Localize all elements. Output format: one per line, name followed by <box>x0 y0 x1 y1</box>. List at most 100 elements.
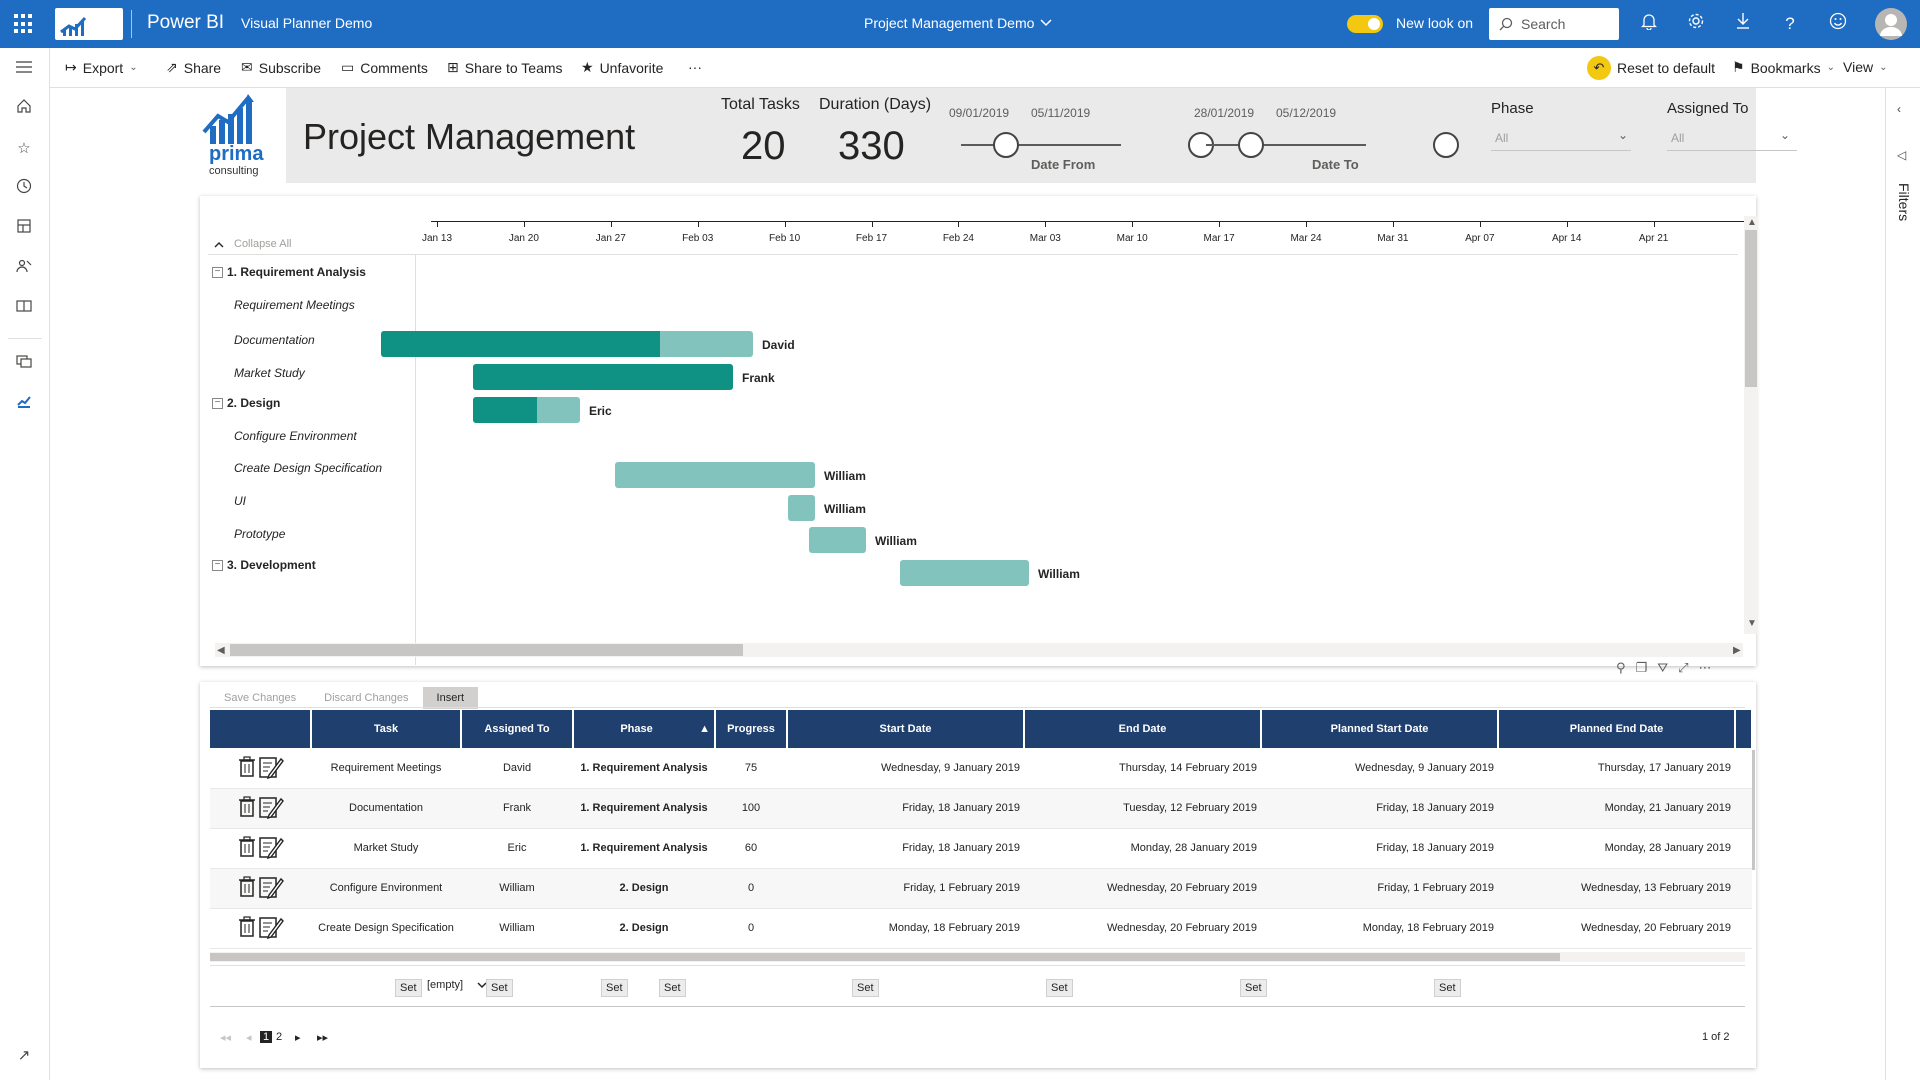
table-cell[interactable]: Market Study <box>311 828 461 869</box>
grid-vertical-scroll-thumb[interactable] <box>1752 750 1755 870</box>
collapse-toggle-icon[interactable]: − <box>212 559 223 571</box>
save-changes-button[interactable]: Save Changes <box>224 692 297 704</box>
phase-row[interactable]: − 3. Development <box>212 558 316 572</box>
column-header[interactable]: Assigned To <box>461 710 574 748</box>
gantt-vertical-scroll-thumb[interactable] <box>1745 230 1757 387</box>
bookmarks-button[interactable]: ⚑ Bookmarks ⌄ <box>1732 59 1835 76</box>
current-workspace-icon[interactable] <box>13 393 35 415</box>
table-cell[interactable]: 0 <box>715 868 787 909</box>
task-bar[interactable] <box>809 527 866 553</box>
table-cell[interactable]: 1. Requirement Analysis <box>573 828 715 869</box>
focus-mode-icon[interactable]: ⤢ <box>1678 660 1689 675</box>
task-bar[interactable] <box>900 560 1029 586</box>
table-cell[interactable]: William <box>461 868 573 909</box>
table-cell[interactable]: Tuesday, 12 February 2019 <box>1024 788 1261 829</box>
table-cell[interactable]: 0 <box>715 908 787 949</box>
task-bar[interactable] <box>615 462 815 488</box>
collapse-toggle-icon[interactable]: − <box>212 266 223 278</box>
home-icon[interactable] <box>13 98 35 120</box>
table-cell[interactable]: Frank <box>461 788 573 829</box>
app-launcher-icon[interactable] <box>14 14 34 34</box>
bell-icon[interactable] <box>1637 12 1661 36</box>
page-1-button[interactable]: 1 <box>260 1031 273 1043</box>
task-bar[interactable] <box>473 397 580 423</box>
delete-trash-icon[interactable] <box>238 876 256 898</box>
set-filter-button[interactable]: Set <box>486 979 513 997</box>
help-icon[interactable]: ? <box>1785 14 1795 33</box>
phase-slicer-value[interactable]: All <box>1495 131 1509 145</box>
filter-icon[interactable]: ⛛ <box>1657 660 1669 675</box>
scroll-right-arrow-icon[interactable]: ▶ <box>1733 645 1741 656</box>
table-row[interactable]: Requirement Meetings David 1. Requirement … <box>210 748 1752 789</box>
user-avatar[interactable] <box>1875 8 1907 40</box>
table-cell[interactable]: 1. Requirement Analysis <box>573 788 715 829</box>
assigned-slicer-value[interactable]: All <box>1671 131 1685 145</box>
share-button[interactable]: ⇗ Share <box>166 59 221 76</box>
feedback-smiley-icon[interactable] <box>1826 12 1850 36</box>
table-cell[interactable]: David <box>461 748 573 789</box>
table-cell[interactable]: Create Design Specification <box>311 908 461 949</box>
edit-pencil-icon[interactable] <box>258 835 284 859</box>
table-cell[interactable]: Wednesday, 20 February 2019 <box>1498 908 1735 949</box>
phase-row[interactable]: − 1. Requirement Analysis <box>212 265 366 279</box>
table-cell[interactable]: Requirement Meetings <box>311 748 461 789</box>
table-cell[interactable]: 100 <box>715 788 787 829</box>
scroll-left-arrow-icon[interactable]: ◀ <box>217 645 225 656</box>
edit-pencil-icon[interactable] <box>258 755 284 779</box>
more-options-button[interactable]: ··· <box>688 59 702 75</box>
date-from-start-handle[interactable] <box>993 132 1019 158</box>
table-cell[interactable]: Monday, 21 January 2019 <box>1498 788 1735 829</box>
table-cell[interactable]: Friday, 1 February 2019 <box>787 868 1024 909</box>
report-title-dropdown[interactable]: Project Management Demo <box>864 15 1052 31</box>
column-header[interactable]: Task <box>311 710 462 748</box>
set-filter-button[interactable]: Set <box>659 979 686 997</box>
pin-icon[interactable]: ⚲ <box>1616 660 1626 675</box>
collapse-all-button[interactable]: Collapse All <box>214 238 291 250</box>
set-filter-button[interactable]: Set <box>1046 979 1073 997</box>
table-cell[interactable]: Wednesday, 20 February 2019 <box>1024 868 1261 909</box>
date-to-start-handle[interactable] <box>1238 132 1264 158</box>
table-cell[interactable]: Friday, 18 January 2019 <box>787 788 1024 829</box>
table-cell[interactable]: 75 <box>715 748 787 789</box>
insert-button[interactable]: Insert <box>422 687 479 709</box>
edit-pencil-icon[interactable] <box>258 875 284 899</box>
discard-changes-button[interactable]: Discard Changes <box>324 692 409 704</box>
table-cell[interactable]: Documentation <box>311 788 461 829</box>
table-cell[interactable]: Wednesday, 20 February 2019 <box>1024 908 1261 949</box>
table-cell[interactable]: 60 <box>715 828 787 869</box>
first-page-button[interactable]: ◂◂ <box>220 1032 232 1044</box>
reset-default-button[interactable]: ↶ Reset to default <box>1587 56 1715 80</box>
edit-pencil-icon[interactable] <box>258 795 284 819</box>
table-cell[interactable]: Eric <box>461 828 573 869</box>
chevron-down-icon[interactable]: ⌄ <box>1780 128 1791 142</box>
table-cell[interactable]: Wednesday, 9 January 2019 <box>787 748 1024 789</box>
unfavorite-button[interactable]: ★ Unfavorite <box>581 59 663 76</box>
delete-trash-icon[interactable] <box>238 756 256 778</box>
table-cell[interactable]: William <box>461 908 573 949</box>
column-header[interactable]: Planned End Date <box>1498 710 1736 748</box>
delete-trash-icon[interactable] <box>238 916 256 938</box>
prev-page-button[interactable]: ◂ <box>246 1032 252 1044</box>
workspace-name[interactable]: Visual Planner Demo <box>241 15 373 31</box>
learn-book-icon[interactable] <box>13 298 35 320</box>
table-row[interactable]: Configure Environment William 2. Design 0 Fr… <box>210 868 1752 909</box>
gear-icon[interactable] <box>1684 12 1708 36</box>
table-cell[interactable]: Friday, 1 February 2019 <box>1261 868 1498 909</box>
recent-clock-icon[interactable] <box>13 178 35 200</box>
more-options-icon[interactable]: ⋯ <box>1698 660 1712 675</box>
column-header[interactable]: Start Date <box>787 710 1025 748</box>
workspaces-icon[interactable] <box>13 353 35 375</box>
gantt-horizontal-scroll-thumb[interactable] <box>230 644 743 656</box>
table-cell[interactable]: Thursday, 17 January 2019 <box>1498 748 1735 789</box>
task-bar[interactable] <box>473 364 733 390</box>
column-header[interactable]: Planned Start Date <box>1261 710 1499 748</box>
table-row[interactable]: Market Study Eric 1. Requirement Analysis 6… <box>210 828 1752 869</box>
collapse-chevron-icon[interactable]: ‹ <box>1897 102 1901 116</box>
filters-pane[interactable]: ‹ ◁ Filters <box>1885 88 1920 1080</box>
set-filter-button[interactable]: Set <box>395 979 422 997</box>
scroll-up-arrow-icon[interactable]: ▲ <box>1747 217 1757 228</box>
comments-button[interactable]: ▭ Comments <box>341 59 428 76</box>
table-cell[interactable]: 2. Design <box>573 868 715 909</box>
task-bar[interactable] <box>788 495 815 521</box>
set-filter-button[interactable]: Set <box>852 979 879 997</box>
